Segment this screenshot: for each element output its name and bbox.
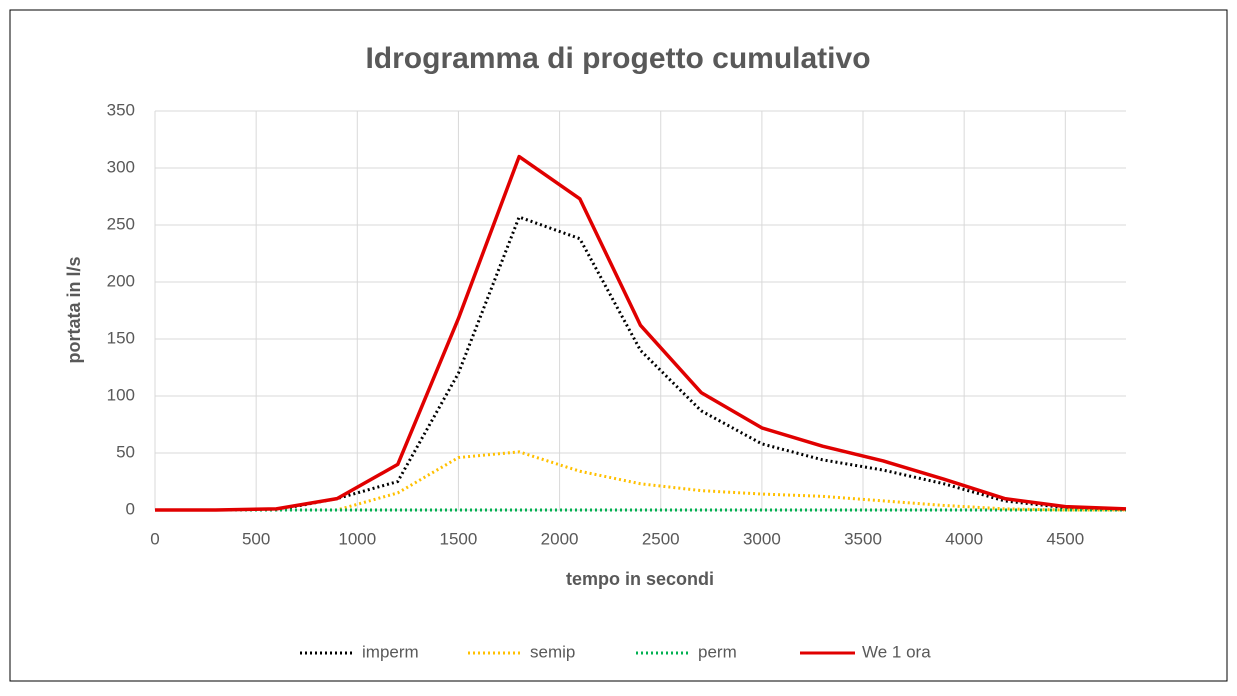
y-tick-label: 300 xyxy=(107,157,135,176)
x-tick-label: 2000 xyxy=(541,529,579,548)
x-tick-label: 500 xyxy=(242,529,270,548)
legend-label: semip xyxy=(530,642,575,661)
chart-title: Idrogramma di progetto cumulativo xyxy=(365,42,870,75)
x-tick-label: 3000 xyxy=(743,529,781,548)
y-tick-label: 50 xyxy=(116,442,135,461)
x-tick-label: 4500 xyxy=(1046,529,1084,548)
y-tick-label: 350 xyxy=(107,100,135,119)
legend-label: imperm xyxy=(362,642,419,661)
y-axis-label: portata in l/s xyxy=(64,256,84,363)
legend-label: perm xyxy=(698,642,737,661)
y-tick-label: 100 xyxy=(107,385,135,404)
x-tick-label: 4000 xyxy=(945,529,983,548)
legend-label: We 1 ora xyxy=(862,642,931,661)
x-axis-label: tempo in secondi xyxy=(566,569,714,589)
x-tick-label: 1500 xyxy=(440,529,478,548)
y-tick-label: 150 xyxy=(107,328,135,347)
series-line xyxy=(155,215,1127,512)
x-tick-label: 3500 xyxy=(844,529,882,548)
y-tick-label: 0 xyxy=(126,499,135,518)
series-line xyxy=(155,154,1127,512)
y-tick-label: 250 xyxy=(107,214,135,233)
x-tick-label: 0 xyxy=(150,529,159,548)
x-tick-label: 1000 xyxy=(338,529,376,548)
y-tick-label: 200 xyxy=(107,271,135,290)
frame xyxy=(9,9,1228,682)
x-tick-label: 2500 xyxy=(642,529,680,548)
